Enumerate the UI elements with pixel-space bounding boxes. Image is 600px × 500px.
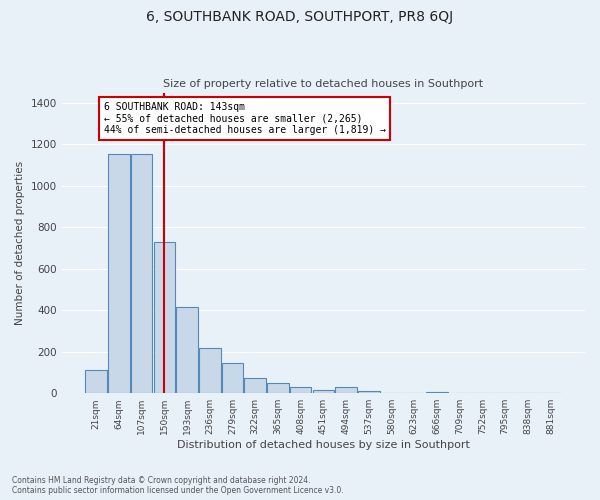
X-axis label: Distribution of detached houses by size in Southport: Distribution of detached houses by size … bbox=[177, 440, 470, 450]
Text: Contains HM Land Registry data © Crown copyright and database right 2024.
Contai: Contains HM Land Registry data © Crown c… bbox=[12, 476, 344, 495]
Bar bbox=[290, 386, 311, 393]
Bar bbox=[176, 307, 198, 393]
Bar bbox=[199, 348, 221, 393]
Y-axis label: Number of detached properties: Number of detached properties bbox=[15, 161, 25, 325]
Bar bbox=[244, 378, 266, 393]
Bar bbox=[426, 392, 448, 393]
Title: Size of property relative to detached houses in Southport: Size of property relative to detached ho… bbox=[163, 79, 484, 89]
Bar bbox=[108, 154, 130, 393]
Bar bbox=[335, 387, 357, 393]
Text: 6 SOUTHBANK ROAD: 143sqm
← 55% of detached houses are smaller (2,265)
44% of sem: 6 SOUTHBANK ROAD: 143sqm ← 55% of detach… bbox=[104, 102, 386, 135]
Bar bbox=[222, 363, 243, 393]
Bar bbox=[154, 242, 175, 393]
Text: 6, SOUTHBANK ROAD, SOUTHPORT, PR8 6QJ: 6, SOUTHBANK ROAD, SOUTHPORT, PR8 6QJ bbox=[146, 10, 454, 24]
Bar bbox=[313, 390, 334, 393]
Bar bbox=[131, 154, 152, 393]
Bar bbox=[267, 383, 289, 393]
Bar bbox=[85, 370, 107, 393]
Bar bbox=[358, 390, 380, 393]
